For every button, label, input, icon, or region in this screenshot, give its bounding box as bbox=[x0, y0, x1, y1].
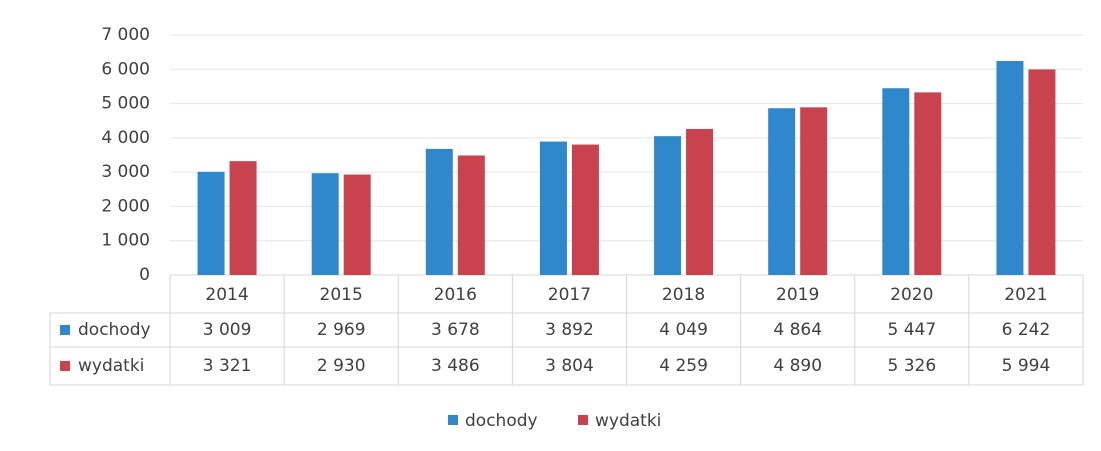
table-value: 3 804 bbox=[545, 356, 594, 376]
table-value: 5 447 bbox=[887, 320, 936, 340]
bar bbox=[571, 144, 599, 275]
bar bbox=[800, 107, 828, 275]
table-value: 5 326 bbox=[887, 356, 936, 376]
table-series-name: dochody bbox=[78, 320, 151, 340]
legend-label: dochody bbox=[465, 411, 538, 431]
table-value: 3 009 bbox=[203, 320, 252, 340]
category-label: 2017 bbox=[548, 285, 591, 305]
table-value: 4 890 bbox=[773, 356, 822, 376]
table-value: 4 864 bbox=[773, 320, 822, 340]
bar bbox=[882, 88, 910, 275]
bar bbox=[768, 108, 796, 275]
y-tick-label: 1 000 bbox=[101, 231, 150, 251]
table-value: 5 994 bbox=[1002, 356, 1051, 376]
bar bbox=[343, 174, 371, 275]
bar bbox=[229, 161, 257, 275]
table-series-name: wydatki bbox=[78, 356, 144, 376]
y-tick-label: 2 000 bbox=[101, 196, 150, 216]
bar bbox=[1028, 69, 1056, 276]
legend-key bbox=[578, 415, 588, 425]
bar bbox=[654, 136, 682, 275]
legend-label: wydatki bbox=[595, 411, 661, 431]
table-value: 4 259 bbox=[659, 356, 708, 376]
legend-key bbox=[448, 415, 458, 425]
y-tick-label: 4 000 bbox=[101, 128, 150, 148]
table-legend-key bbox=[60, 361, 70, 371]
table-value: 3 892 bbox=[545, 320, 594, 340]
table-value: 4 049 bbox=[659, 320, 708, 340]
table-value: 6 242 bbox=[1002, 320, 1051, 340]
category-label: 2015 bbox=[320, 285, 363, 305]
category-label: 2019 bbox=[776, 285, 819, 305]
bar bbox=[197, 171, 225, 275]
category-label: 2014 bbox=[205, 285, 248, 305]
table-value: 2 930 bbox=[317, 356, 366, 376]
table-legend-key bbox=[60, 325, 70, 335]
y-tick-label: 5 000 bbox=[101, 94, 150, 114]
table-value: 3 486 bbox=[431, 356, 480, 376]
y-tick-label: 3 000 bbox=[101, 162, 150, 182]
table-value: 3 678 bbox=[431, 320, 480, 340]
category-label: 2021 bbox=[1004, 285, 1047, 305]
bar bbox=[914, 92, 942, 275]
y-tick-label: 7 000 bbox=[101, 25, 150, 45]
table-value: 3 321 bbox=[203, 356, 252, 376]
category-label: 2016 bbox=[434, 285, 477, 305]
bar bbox=[457, 155, 485, 275]
y-tick-label: 6 000 bbox=[101, 59, 150, 79]
bar bbox=[539, 141, 567, 275]
bar bbox=[425, 148, 453, 275]
bar bbox=[311, 173, 339, 275]
category-label: 2020 bbox=[890, 285, 933, 305]
y-tick-label: 0 bbox=[139, 265, 150, 285]
category-label: 2018 bbox=[662, 285, 705, 305]
table-value: 2 969 bbox=[317, 320, 366, 340]
bar bbox=[686, 128, 714, 275]
bar bbox=[996, 60, 1024, 275]
